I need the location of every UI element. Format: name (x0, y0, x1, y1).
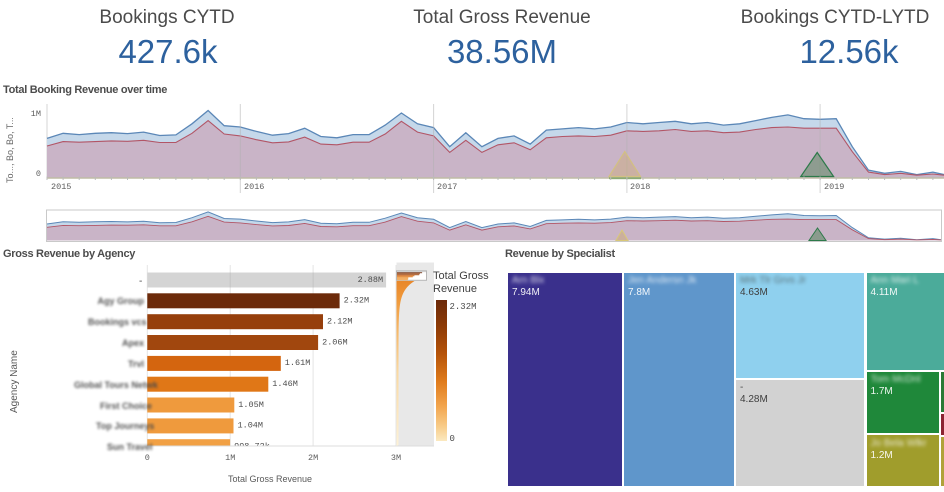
svg-text:3M: 3M (391, 453, 401, 463)
svg-text:1.61M: 1.61M (285, 358, 311, 368)
svg-text:1M: 1M (225, 453, 235, 463)
svg-text:998.73k: 998.73k (234, 442, 270, 452)
svg-text:2.32M: 2.32M (344, 296, 370, 306)
svg-text:1.46M: 1.46M (272, 379, 298, 389)
svg-text:1M: 1M (31, 109, 41, 119)
svg-text:2M: 2M (308, 453, 318, 463)
svg-text:2.06M: 2.06M (322, 337, 348, 347)
svg-text:2018: 2018 (630, 182, 650, 192)
svg-text:2017: 2017 (437, 182, 457, 192)
svg-text:2.12M: 2.12M (327, 317, 353, 327)
svg-text:Total Gross Revenue: Total Gross Revenue (228, 474, 312, 484)
svg-text:2019: 2019 (824, 182, 844, 192)
svg-text:2.88M: 2.88M (358, 275, 384, 285)
svg-text:2015: 2015 (51, 182, 71, 192)
svg-text:1.04M: 1.04M (238, 421, 264, 431)
svg-text:2016: 2016 (244, 182, 264, 192)
svg-text:1.05M: 1.05M (238, 400, 264, 410)
svg-text:0: 0 (36, 169, 41, 179)
svg-text:0: 0 (145, 453, 150, 463)
